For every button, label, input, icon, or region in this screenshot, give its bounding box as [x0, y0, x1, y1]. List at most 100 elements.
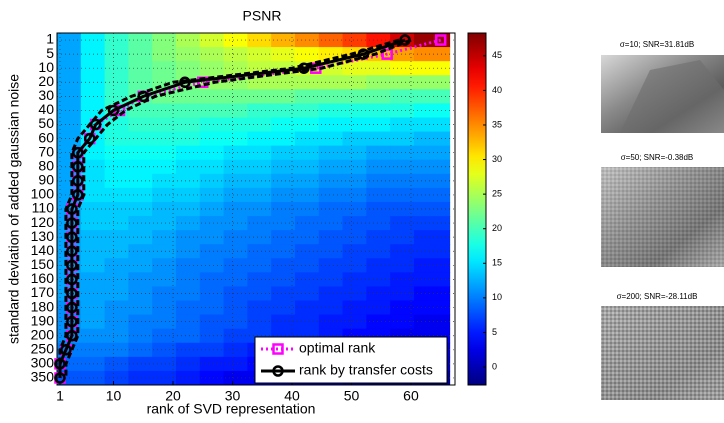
heat-cell: [80, 258, 106, 273]
heat-cell: [223, 159, 248, 175]
heat-cell: [413, 75, 451, 90]
colorbar-tick-label: 30: [492, 154, 502, 164]
heat-cell: [223, 272, 248, 287]
heat-cell: [175, 272, 201, 287]
heat-cell: [175, 258, 201, 273]
heat-cell: [199, 47, 225, 62]
heat-cell: [152, 173, 177, 189]
heat-cell: [223, 286, 248, 302]
heat-cell: [199, 131, 225, 147]
heat-cell: [104, 300, 129, 316]
heat-cell: [294, 201, 320, 217]
heat-cell: [366, 272, 391, 287]
heat-cell: [294, 244, 320, 259]
heat-cell: [104, 286, 129, 302]
heat-cell: [294, 272, 320, 287]
heat-cell: [342, 89, 367, 104]
heat-cell: [223, 342, 248, 358]
heat-cell: [342, 75, 367, 90]
heat-cell: [80, 89, 106, 104]
heat-cell: [199, 328, 225, 344]
heat-cell: [342, 117, 367, 133]
heat-cell: [223, 300, 248, 316]
heat-cell: [294, 103, 320, 118]
y-tick-label: 30: [38, 87, 54, 103]
heat-cell: [80, 173, 106, 189]
heat-cell: [128, 314, 153, 330]
heat-cell: [413, 258, 451, 273]
heat-cell: [318, 258, 344, 273]
heat-cell: [80, 370, 106, 386]
heat-cell: [152, 258, 177, 273]
heat-cell: [199, 230, 225, 245]
image-noise: [601, 167, 724, 267]
heat-cell: [318, 117, 344, 133]
heat-cell: [390, 145, 415, 161]
heat-cell: [366, 300, 391, 316]
heat-cell: [318, 75, 344, 90]
heat-cell: [80, 61, 106, 76]
heat-cell: [342, 145, 367, 161]
heat-cell: [175, 216, 201, 231]
heat-cell: [318, 300, 344, 316]
y-tick-label: 120: [31, 214, 55, 230]
heat-cell: [223, 216, 248, 231]
heat-cell: [175, 244, 201, 259]
heat-cell: [152, 286, 177, 302]
heat-cell: [247, 314, 272, 330]
heat-cell: [175, 173, 201, 189]
heat-cell: [366, 216, 391, 231]
heat-cell: [271, 201, 296, 217]
heat-cell: [199, 159, 225, 175]
heat-cell: [199, 314, 225, 330]
heat-cell: [175, 33, 201, 48]
heat-cell: [342, 230, 367, 245]
y-tick-label: 140: [31, 242, 55, 258]
heat-cell: [175, 286, 201, 302]
heat-cell: [366, 258, 391, 273]
panel-title: σ=200; SNR=-28.11dB: [617, 292, 698, 301]
heat-cell: [152, 201, 177, 217]
heat-cell: [342, 286, 367, 302]
heat-cell: [390, 61, 415, 76]
heat-cell: [390, 117, 415, 133]
heat-cell: [152, 33, 177, 48]
heat-cell: [175, 47, 201, 62]
series-line: [58, 38, 400, 378]
colorbar-tick-label: 25: [492, 189, 502, 199]
heat-cell: [175, 342, 201, 358]
x-tick-label: 40: [284, 388, 300, 404]
heat-cell: [223, 33, 248, 48]
x-axis-label: rank of SVD representation: [147, 401, 316, 417]
heat-cell: [271, 117, 296, 133]
heat-cell: [366, 75, 391, 90]
heat-cell: [199, 356, 225, 372]
colorbar-tick-label: 20: [492, 223, 502, 233]
heat-cell: [199, 216, 225, 231]
heat-cell: [390, 230, 415, 245]
x-tick-label: 20: [165, 388, 181, 404]
heat-cell: [80, 342, 106, 358]
heat-cell: [271, 244, 296, 259]
heat-cell: [104, 75, 129, 90]
heat-cell: [366, 103, 391, 118]
heat-cell: [80, 356, 106, 372]
heat-cell: [175, 89, 201, 104]
heat-cell: [199, 145, 225, 161]
heat-cell: [152, 117, 177, 133]
heat-cell: [247, 75, 272, 90]
heat-cell: [390, 244, 415, 259]
heat-cell: [199, 61, 225, 76]
heat-cell: [104, 258, 129, 273]
heat-cell: [128, 258, 153, 273]
y-tick-label: 5: [46, 45, 54, 61]
heat-cell: [80, 33, 106, 48]
heat-cell: [152, 300, 177, 316]
heat-cell: [247, 258, 272, 273]
heat-cell: [342, 300, 367, 316]
colorbar-tick-label: 0: [492, 361, 497, 371]
heat-cell: [152, 47, 177, 62]
heat-cell: [271, 89, 296, 104]
y-tick-label: 90: [38, 172, 54, 188]
heat-cell: [128, 230, 153, 245]
